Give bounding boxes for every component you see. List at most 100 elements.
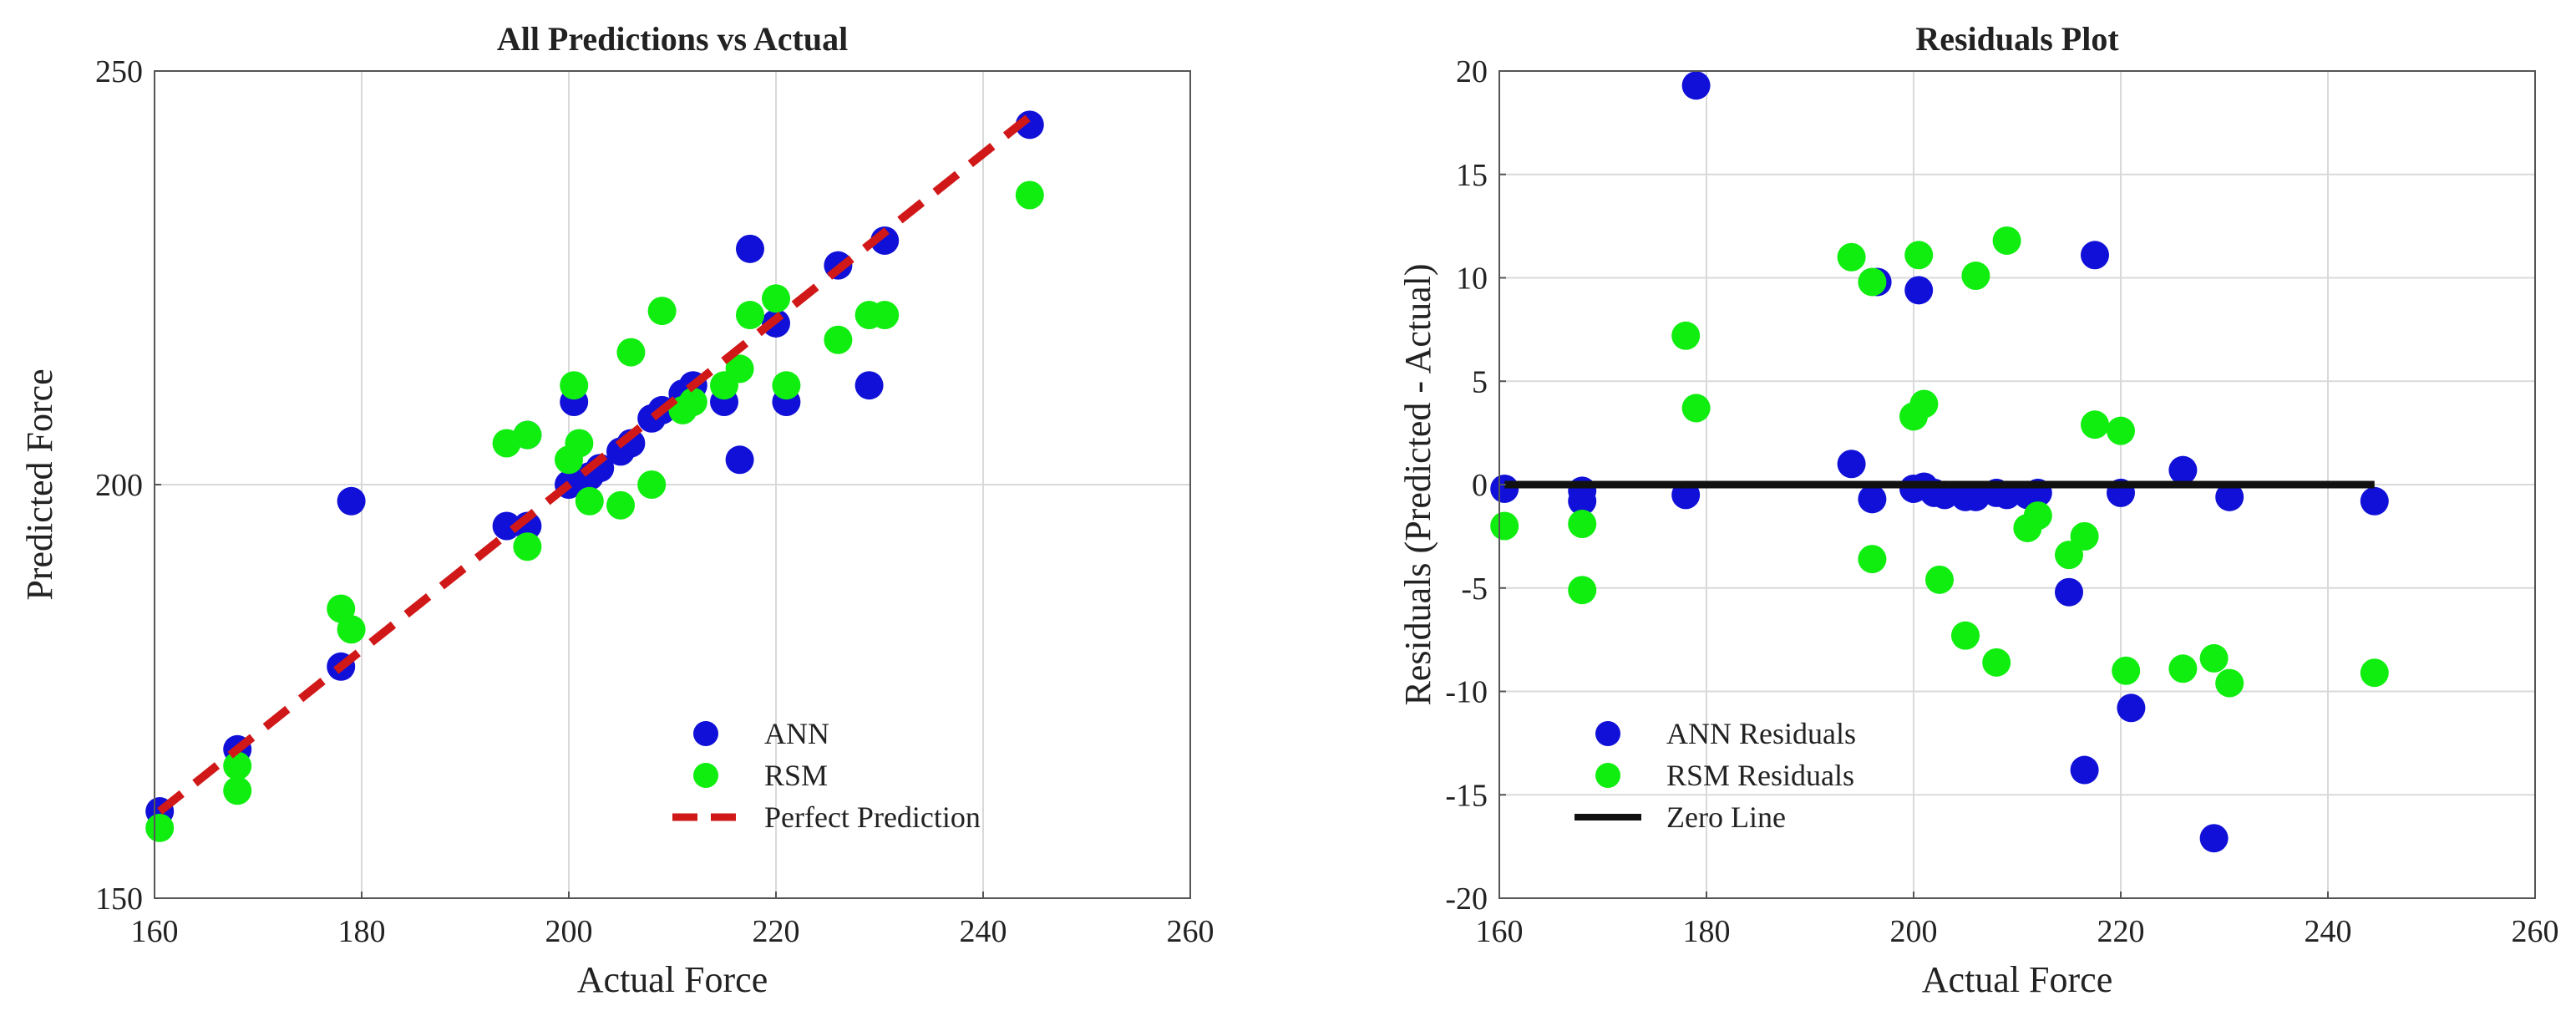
data-point [647,297,677,326]
data-point [2168,654,2198,683]
data-point [1490,511,1519,541]
data-point [2055,541,2083,570]
data-point [2070,755,2099,785]
x-tick-label: 260 [1167,914,1214,949]
data-point [337,615,366,644]
data-point [575,486,604,516]
data-point [1982,648,2011,677]
data-point [565,429,594,458]
data-point [2215,668,2244,698]
y-tick-label: -10 [1445,675,1488,710]
data-point [678,388,707,416]
data-point [1961,262,1990,291]
x-tick-label: 200 [545,914,593,949]
data-point [870,301,900,330]
chart-1: 160 180 200 220 240 260 150 200 250 All Predictio… [19,20,1214,1000]
data-point [1490,474,1519,503]
data-point [492,511,521,541]
data-point [1858,485,1887,514]
data-point [824,325,853,354]
data-point [854,371,884,400]
x-tick-label: 200 [1890,914,1938,949]
y-tick-label: -5 [1461,572,1488,607]
data-point [1671,321,1701,350]
data-point [1837,450,1866,479]
y-tick-label: 20 [1456,54,1488,89]
y-tick-label: 200 [95,468,143,503]
data-point [1992,226,2021,255]
data-point [1909,389,1939,419]
x-tick-label: 180 [338,914,386,949]
x-tick-label: 240 [2305,914,2352,949]
chart-title: Residuals Plot [1915,20,2119,58]
series-rsm [145,180,1044,842]
x-tick-label: 160 [131,914,179,949]
legend-entry: RSM [764,759,828,792]
y-tick-label: 250 [95,54,143,89]
data-point [736,301,764,330]
data-point [223,776,252,805]
y-tick-label: 0 [1472,468,1488,503]
data-point [1681,71,1711,100]
x-tick-label: 240 [960,914,1007,949]
data-point [2360,486,2389,516]
series-rsm-residuals [1490,226,2389,698]
data-point [637,470,667,499]
legend-entry: RSM Residuals [1666,759,1854,792]
data-point [725,445,754,475]
x-axis-label: Actual Force [577,959,768,1000]
x-tick-label: 220 [753,914,800,949]
data-point [762,284,790,313]
data-point [616,338,646,367]
data-point [513,420,542,450]
data-point [2107,416,2135,445]
data-point [2199,643,2229,673]
data-point [606,490,635,520]
legend: ANN RSM Perfect Prediction [672,717,981,834]
data-point [1858,545,1887,574]
x-axis-label: Actual Force [1922,959,2112,1000]
y-tick-label: 5 [1472,364,1488,399]
data-point [337,486,366,516]
data-point [1568,576,1597,605]
data-point [2117,693,2146,723]
data-point [1925,565,1954,594]
data-point [223,751,252,780]
data-point [1858,267,1887,297]
y-axis-label: Residuals (Predicted - Actual) [1397,263,1438,705]
data-point [2112,656,2141,685]
legend-marker-swatch [1595,721,1620,746]
data-point [1951,621,1980,650]
x-tick-label: 180 [1683,914,1731,949]
data-point [560,371,589,400]
legend-entry: Zero Line [1666,800,1786,834]
legend-marker-swatch [693,763,718,788]
legend: ANN Residuals RSM Residuals Zero Line [1575,717,1856,834]
legend-marker-swatch [1595,763,1620,788]
chart-title: All Predictions vs Actual [497,20,848,58]
y-tick-label: 150 [95,881,143,917]
x-tick-label: 160 [1476,914,1524,949]
x-tick-label: 220 [2097,914,2145,949]
data-point [1904,276,1934,305]
data-point [736,234,764,263]
y-axis-label: Predicted Force [19,368,60,600]
legend-entry: Perfect Prediction [764,800,981,834]
data-point [2168,455,2198,485]
data-point [2199,824,2229,853]
data-point [2081,241,2109,270]
data-point [2081,410,2109,439]
data-point [1015,180,1044,210]
x-tick-label: 260 [2512,914,2559,949]
data-point [2023,501,2052,531]
data-point [513,532,542,561]
data-point [772,371,801,400]
y-tick-label: -20 [1445,881,1488,917]
data-point [2215,482,2244,511]
data-point [145,813,175,842]
chart-2: 160 180 200 220 240 260 -20 -15 -10 -5 0 5 10 15 20 Res… [1397,20,2559,1000]
data-point [2360,658,2389,688]
y-tick-label: 15 [1456,158,1488,193]
legend-entry: ANN Residuals [1666,717,1856,750]
